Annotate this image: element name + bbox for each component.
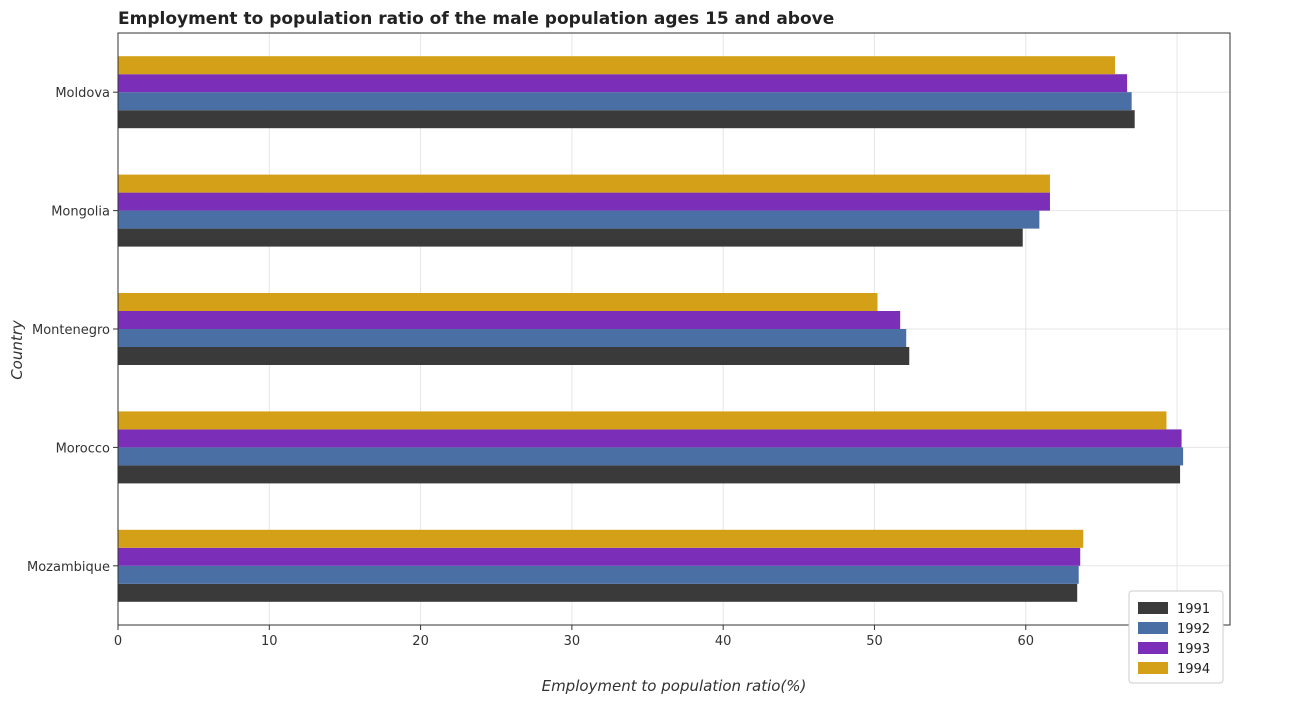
x-tick-label: 0	[114, 634, 122, 649]
chart-title: Employment to population ratio of the ma…	[118, 9, 834, 29]
legend-swatch-1991	[1138, 602, 1168, 614]
bar-mongolia-1991	[118, 228, 1023, 247]
x-tick-label: 60	[1017, 634, 1034, 649]
legend-label-1991: 1991	[1177, 602, 1210, 617]
legend-swatch-1993	[1138, 642, 1168, 654]
y-tick-label: Mongolia	[51, 205, 110, 220]
y-tick-label: Morocco	[56, 441, 110, 456]
bars	[118, 56, 1184, 602]
x-tick-label: 40	[715, 634, 732, 649]
bar-morocco-1991	[118, 465, 1181, 484]
bar-montenegro-1992	[118, 329, 907, 347]
x-tick-label: 20	[412, 634, 429, 649]
bar-moldova-1991	[118, 110, 1135, 129]
legend-label-1993: 1993	[1177, 642, 1210, 657]
bar-mozambique-1992	[118, 565, 1079, 584]
axes: 010203040506070MoldovaMongoliaMontenegro…	[27, 32, 1231, 649]
bar-morocco-1992	[118, 447, 1184, 466]
bar-morocco-1993	[118, 429, 1182, 448]
legend-swatch-1992	[1138, 622, 1168, 634]
y-tick-label: Montenegro	[32, 323, 110, 338]
y-tick-label: Mozambique	[27, 560, 110, 575]
y-axis-label: Country	[8, 319, 26, 380]
legend: 1991 1992 1993 1994	[1128, 590, 1224, 684]
bar-morocco-1994	[118, 411, 1167, 430]
bar-mongolia-1994	[118, 174, 1050, 193]
bar-moldova-1994	[118, 56, 1116, 75]
legend-label-1992: 1992	[1177, 622, 1210, 637]
bar-montenegro-1991	[118, 347, 910, 365]
plot-frame	[117, 32, 1231, 626]
bar-mozambique-1991	[118, 583, 1078, 602]
bar-mongolia-1993	[118, 192, 1050, 211]
legend-swatch-1994	[1138, 662, 1168, 674]
bar-mozambique-1993	[118, 547, 1081, 566]
bar-moldova-1992	[118, 92, 1132, 111]
bar-montenegro-1993	[118, 311, 901, 329]
bar-montenegro-1994	[118, 293, 878, 311]
x-axis-label: Employment to population ratio(%)	[542, 677, 807, 695]
x-tick-label: 10	[261, 634, 278, 649]
legend-label-1994: 1994	[1177, 662, 1210, 677]
bar-mongolia-1992	[118, 210, 1040, 229]
bar-mozambique-1994	[118, 529, 1084, 548]
y-tick-label: Moldova	[55, 86, 110, 101]
bar-moldova-1993	[118, 74, 1128, 93]
x-tick-label: 50	[866, 634, 883, 649]
x-tick-label: 30	[564, 634, 581, 649]
